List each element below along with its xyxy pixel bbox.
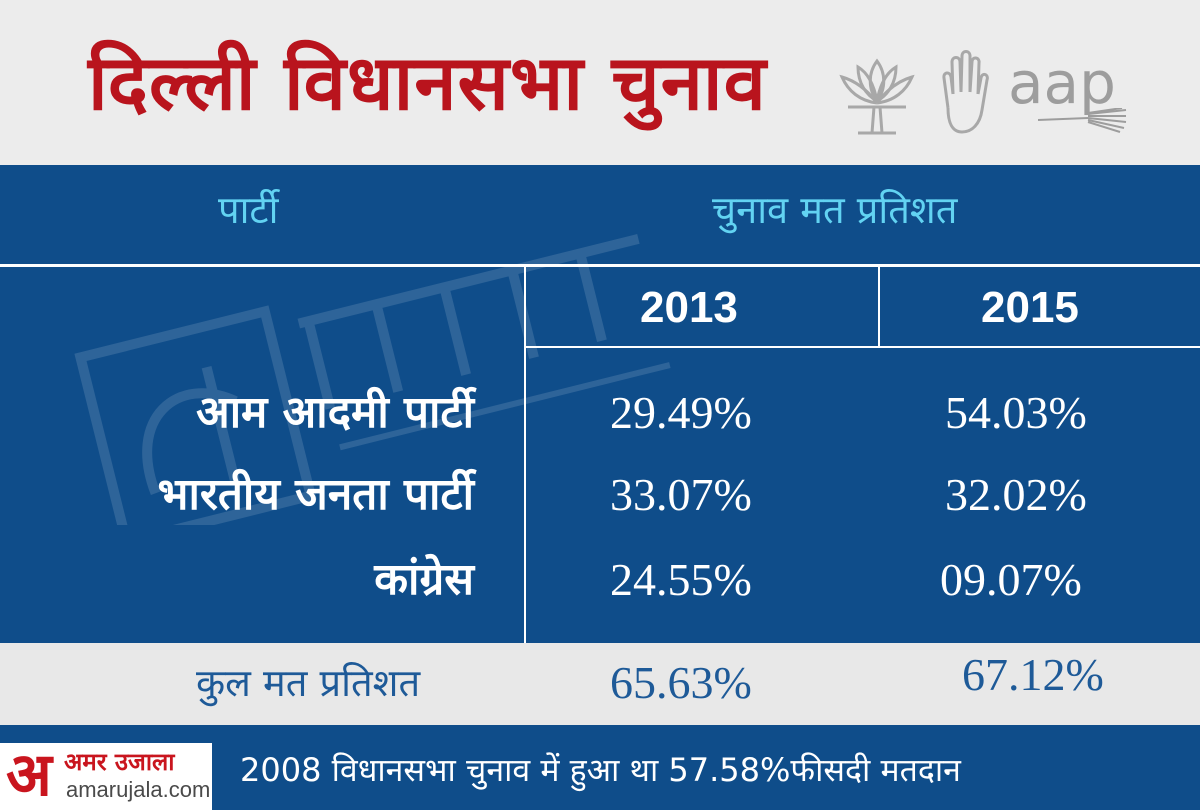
hand-icon [934, 48, 990, 138]
aap-logo-text: aap [1008, 49, 1116, 117]
total-label: कुल मत प्रतिशत [196, 661, 421, 705]
divider [0, 264, 1200, 267]
footer-note: 2008 विधानसभा चुनाव में हुआ था 57.58%फीस… [240, 751, 961, 789]
total-2015-value: 67.12% [962, 649, 1104, 700]
bjp-2015-value: 32.02% [945, 469, 1087, 520]
party-logos: aap [838, 48, 1127, 138]
page-title: दिल्ली विधानसभा चुनाव [88, 38, 767, 127]
congress-2013-value: 24.55% [610, 554, 752, 605]
lotus-icon [838, 49, 916, 137]
year-2013: 2013 [640, 283, 738, 332]
brand-logo: अ अमर उजाला amarujala.com [0, 743, 212, 810]
footer: अ अमर उजाला amarujala.com 2008 विधानसभा … [0, 725, 1200, 810]
divider [525, 346, 1200, 348]
party-bjp: भारतीय जनता पार्टी [157, 469, 474, 520]
year-2015: 2015 [981, 283, 1079, 332]
party-congress: कांग्रेस [374, 554, 474, 605]
brand-mark: अ [6, 740, 52, 810]
aap-2013-value: 29.49% [610, 387, 752, 438]
total-2013-value: 65.63% [610, 657, 752, 708]
divider [524, 266, 526, 643]
total-row: कुल मत प्रतिशत 65.63% 67.12% [0, 643, 1200, 725]
divider [878, 266, 880, 348]
congress-2015-value: 09.07% [940, 554, 1082, 605]
aap-logo: aap [1008, 48, 1127, 138]
column-header-party: पार्टी [218, 188, 279, 232]
vote-table: पार्टी चुनाव मत प्रतिशत 2013 2015 आम आदम… [0, 165, 1200, 643]
party-aap: आम आदमी पार्टी [196, 387, 474, 438]
brand-url: amarujala.com [66, 777, 211, 802]
header: दिल्ली विधानसभा चुनाव [0, 0, 1200, 165]
column-header-vote-percent: चुनाव मत प्रतिशत [712, 188, 958, 232]
bjp-2013-value: 33.07% [610, 469, 752, 520]
aap-2015-value: 54.03% [945, 387, 1087, 438]
brand-name: अमर उजाला [64, 748, 175, 776]
broom-icon [1037, 107, 1128, 138]
